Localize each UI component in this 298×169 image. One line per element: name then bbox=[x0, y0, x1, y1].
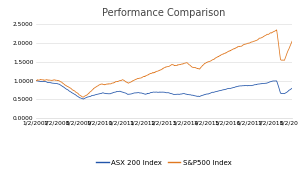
Title: Performance Comparison: Performance Comparison bbox=[102, 8, 226, 18]
Legend: ASX 200 Index, S&P500 Index: ASX 200 Index, S&P500 Index bbox=[96, 160, 232, 166]
